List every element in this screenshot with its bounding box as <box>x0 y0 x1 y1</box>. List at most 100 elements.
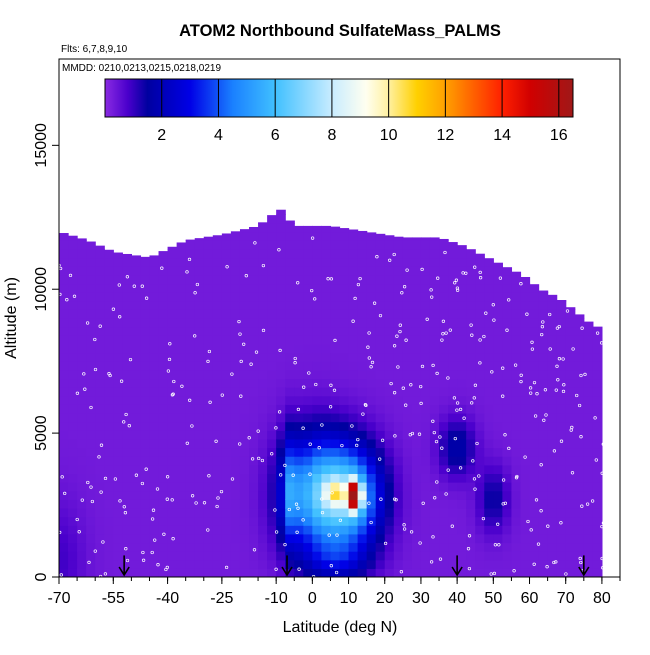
heatmap-cell <box>484 387 494 397</box>
heatmap-cell <box>212 257 223 267</box>
heatmap-cell <box>258 533 268 544</box>
sample-point <box>308 442 312 446</box>
heatmap-cell <box>140 447 151 457</box>
heatmap-cell <box>457 300 467 310</box>
heatmap-cell <box>212 473 223 483</box>
heatmap-cell <box>375 412 386 423</box>
heatmap-cell <box>466 430 476 440</box>
heatmap-cell <box>384 447 395 457</box>
heatmap-cell <box>466 482 476 492</box>
heatmap-cell <box>122 343 132 354</box>
heatmap-cell <box>411 430 422 440</box>
sample-point <box>482 334 486 339</box>
heatmap-cell <box>411 292 422 302</box>
heatmap-cell <box>267 568 277 577</box>
heatmap-cell <box>574 456 585 466</box>
heatmap-cell <box>194 438 205 449</box>
heatmap-cell <box>212 361 223 371</box>
heatmap-cell <box>221 283 232 293</box>
sample-point <box>333 338 337 343</box>
heatmap-cell <box>565 318 576 328</box>
sample-point <box>453 281 457 285</box>
sample-point <box>208 400 212 404</box>
sample-point <box>87 560 91 565</box>
sample-point <box>529 528 533 532</box>
heatmap-cell <box>321 283 332 293</box>
heatmap-cell <box>547 378 558 388</box>
sample-point <box>293 361 297 365</box>
profile-arrows <box>118 555 590 577</box>
heatmap-cell <box>520 559 531 569</box>
sample-point <box>355 443 359 448</box>
heatmap-cell <box>249 283 259 293</box>
heatmap-cell <box>131 568 142 577</box>
sample-point <box>420 267 424 272</box>
sample-point <box>409 383 413 387</box>
sample-point <box>378 313 383 318</box>
heatmap-cell <box>312 300 322 310</box>
sample-point <box>172 379 176 384</box>
heatmap-cell <box>475 412 485 423</box>
heatmap-cell <box>448 516 458 526</box>
heatmap-cell <box>339 412 350 423</box>
heatmap-cell <box>158 274 169 285</box>
heatmap-cell <box>547 464 558 474</box>
heatmap-cell <box>194 387 205 397</box>
heatmap-cell <box>429 387 440 397</box>
heatmap-cell <box>466 559 476 569</box>
heatmap-cell <box>366 300 377 310</box>
heatmap-cell <box>68 525 78 535</box>
heatmap-cell <box>538 438 549 449</box>
heatmap-cell <box>249 499 259 509</box>
heatmap-cell <box>158 369 169 380</box>
heatmap-cell <box>86 473 96 483</box>
heatmap-cell <box>104 542 114 552</box>
heatmap-cell <box>384 525 395 535</box>
sample-point <box>383 541 388 546</box>
heatmap-cell <box>475 335 485 345</box>
heatmap-cell <box>77 499 87 509</box>
heatmap-cell <box>167 361 178 371</box>
heatmap-cell <box>258 516 268 526</box>
heatmap-cell <box>565 525 576 535</box>
heatmap-cell <box>303 559 313 569</box>
heatmap-cell <box>357 257 368 267</box>
heatmap-cell <box>511 473 522 483</box>
sample-point <box>162 532 166 536</box>
heatmap-cell <box>529 300 540 310</box>
heatmap-cell <box>493 438 503 449</box>
heatmap-cell <box>194 473 205 483</box>
heatmap-cell <box>348 309 359 319</box>
heatmap-cell <box>86 482 96 492</box>
sample-point <box>215 504 219 509</box>
heatmap-cell <box>439 551 449 561</box>
heatmap-cell <box>574 352 585 362</box>
sample-point <box>93 367 98 372</box>
heatmap-cell <box>285 231 295 241</box>
heatmap-cell <box>457 421 467 431</box>
heatmap-cell <box>221 421 232 431</box>
heatmap-cell <box>239 369 250 380</box>
sample-point <box>270 452 274 456</box>
sample-point <box>491 303 495 307</box>
heatmap-cell <box>158 499 169 509</box>
heatmap-cell <box>529 361 540 371</box>
heatmap-cell <box>122 542 132 552</box>
heatmap-cell <box>574 421 585 431</box>
heatmap-cell <box>366 274 377 285</box>
heatmap-cell <box>95 464 105 474</box>
heatmap-cell <box>583 533 594 544</box>
heatmap-cell <box>339 559 350 569</box>
heatmap-cell <box>592 421 603 431</box>
sample-point <box>478 338 482 342</box>
heatmap-cell <box>122 490 132 500</box>
heatmap-cell <box>466 292 476 302</box>
heatmap-cell <box>86 507 96 518</box>
heatmap-cell <box>466 568 476 577</box>
heatmap-cell <box>140 516 151 526</box>
heatmap-cell <box>77 300 87 310</box>
heatmap-cell <box>303 499 313 509</box>
heatmap-cell <box>185 464 196 474</box>
sample-point <box>438 435 442 439</box>
heatmap-cell <box>330 292 341 302</box>
